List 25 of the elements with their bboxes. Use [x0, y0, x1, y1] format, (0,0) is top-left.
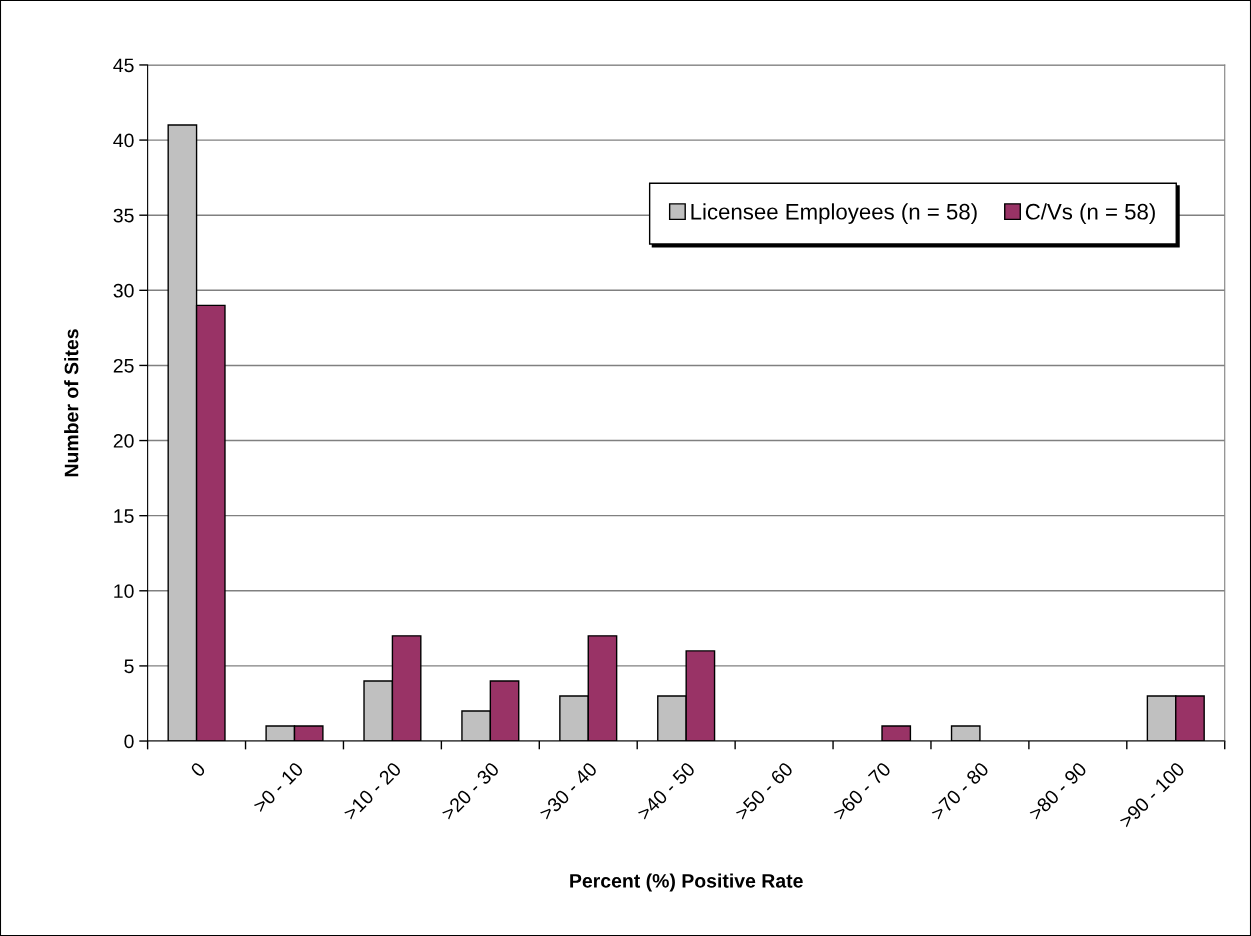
x-tick-label: >70 - 80 — [930, 761, 990, 821]
y-tick-label: 0 — [124, 734, 134, 749]
x-tick-label: >90 - 100 — [1118, 761, 1186, 829]
y-tick-label: 15 — [114, 509, 134, 523]
legend-label: C/Vs (n = 58) — [1025, 203, 1155, 224]
y-tick-label: 20 — [113, 434, 134, 448]
y-tick-label: 25 — [113, 358, 134, 373]
y-tick-label: 40 — [113, 133, 134, 148]
legend-label: Licensee Employees (n = 58) — [691, 203, 977, 224]
y-axis-title: Number of Sites — [64, 329, 79, 477]
x-axis-title: Percent (%) Positive Rate — [570, 873, 803, 892]
x-tick-label: >50 - 60 — [734, 761, 794, 821]
x-tick-label: >30 - 40 — [538, 761, 598, 821]
y-tick-label: 30 — [113, 283, 134, 298]
x-tick-label: >20 - 30 — [440, 761, 500, 821]
y-tick-label: 5 — [124, 659, 134, 674]
x-tick-label: >80 - 90 — [1028, 761, 1088, 821]
x-tick-label: >0 - 10 — [252, 761, 305, 814]
x-tick-label: 0 — [189, 761, 207, 778]
x-tick-label: >60 - 70 — [832, 761, 892, 821]
x-tick-label: >10 - 20 — [342, 761, 402, 821]
y-tick-label: 45 — [113, 58, 134, 73]
y-tick-label: 10 — [114, 584, 134, 599]
x-tick-label: >40 - 50 — [636, 761, 696, 821]
y-tick-label: 35 — [113, 208, 134, 223]
